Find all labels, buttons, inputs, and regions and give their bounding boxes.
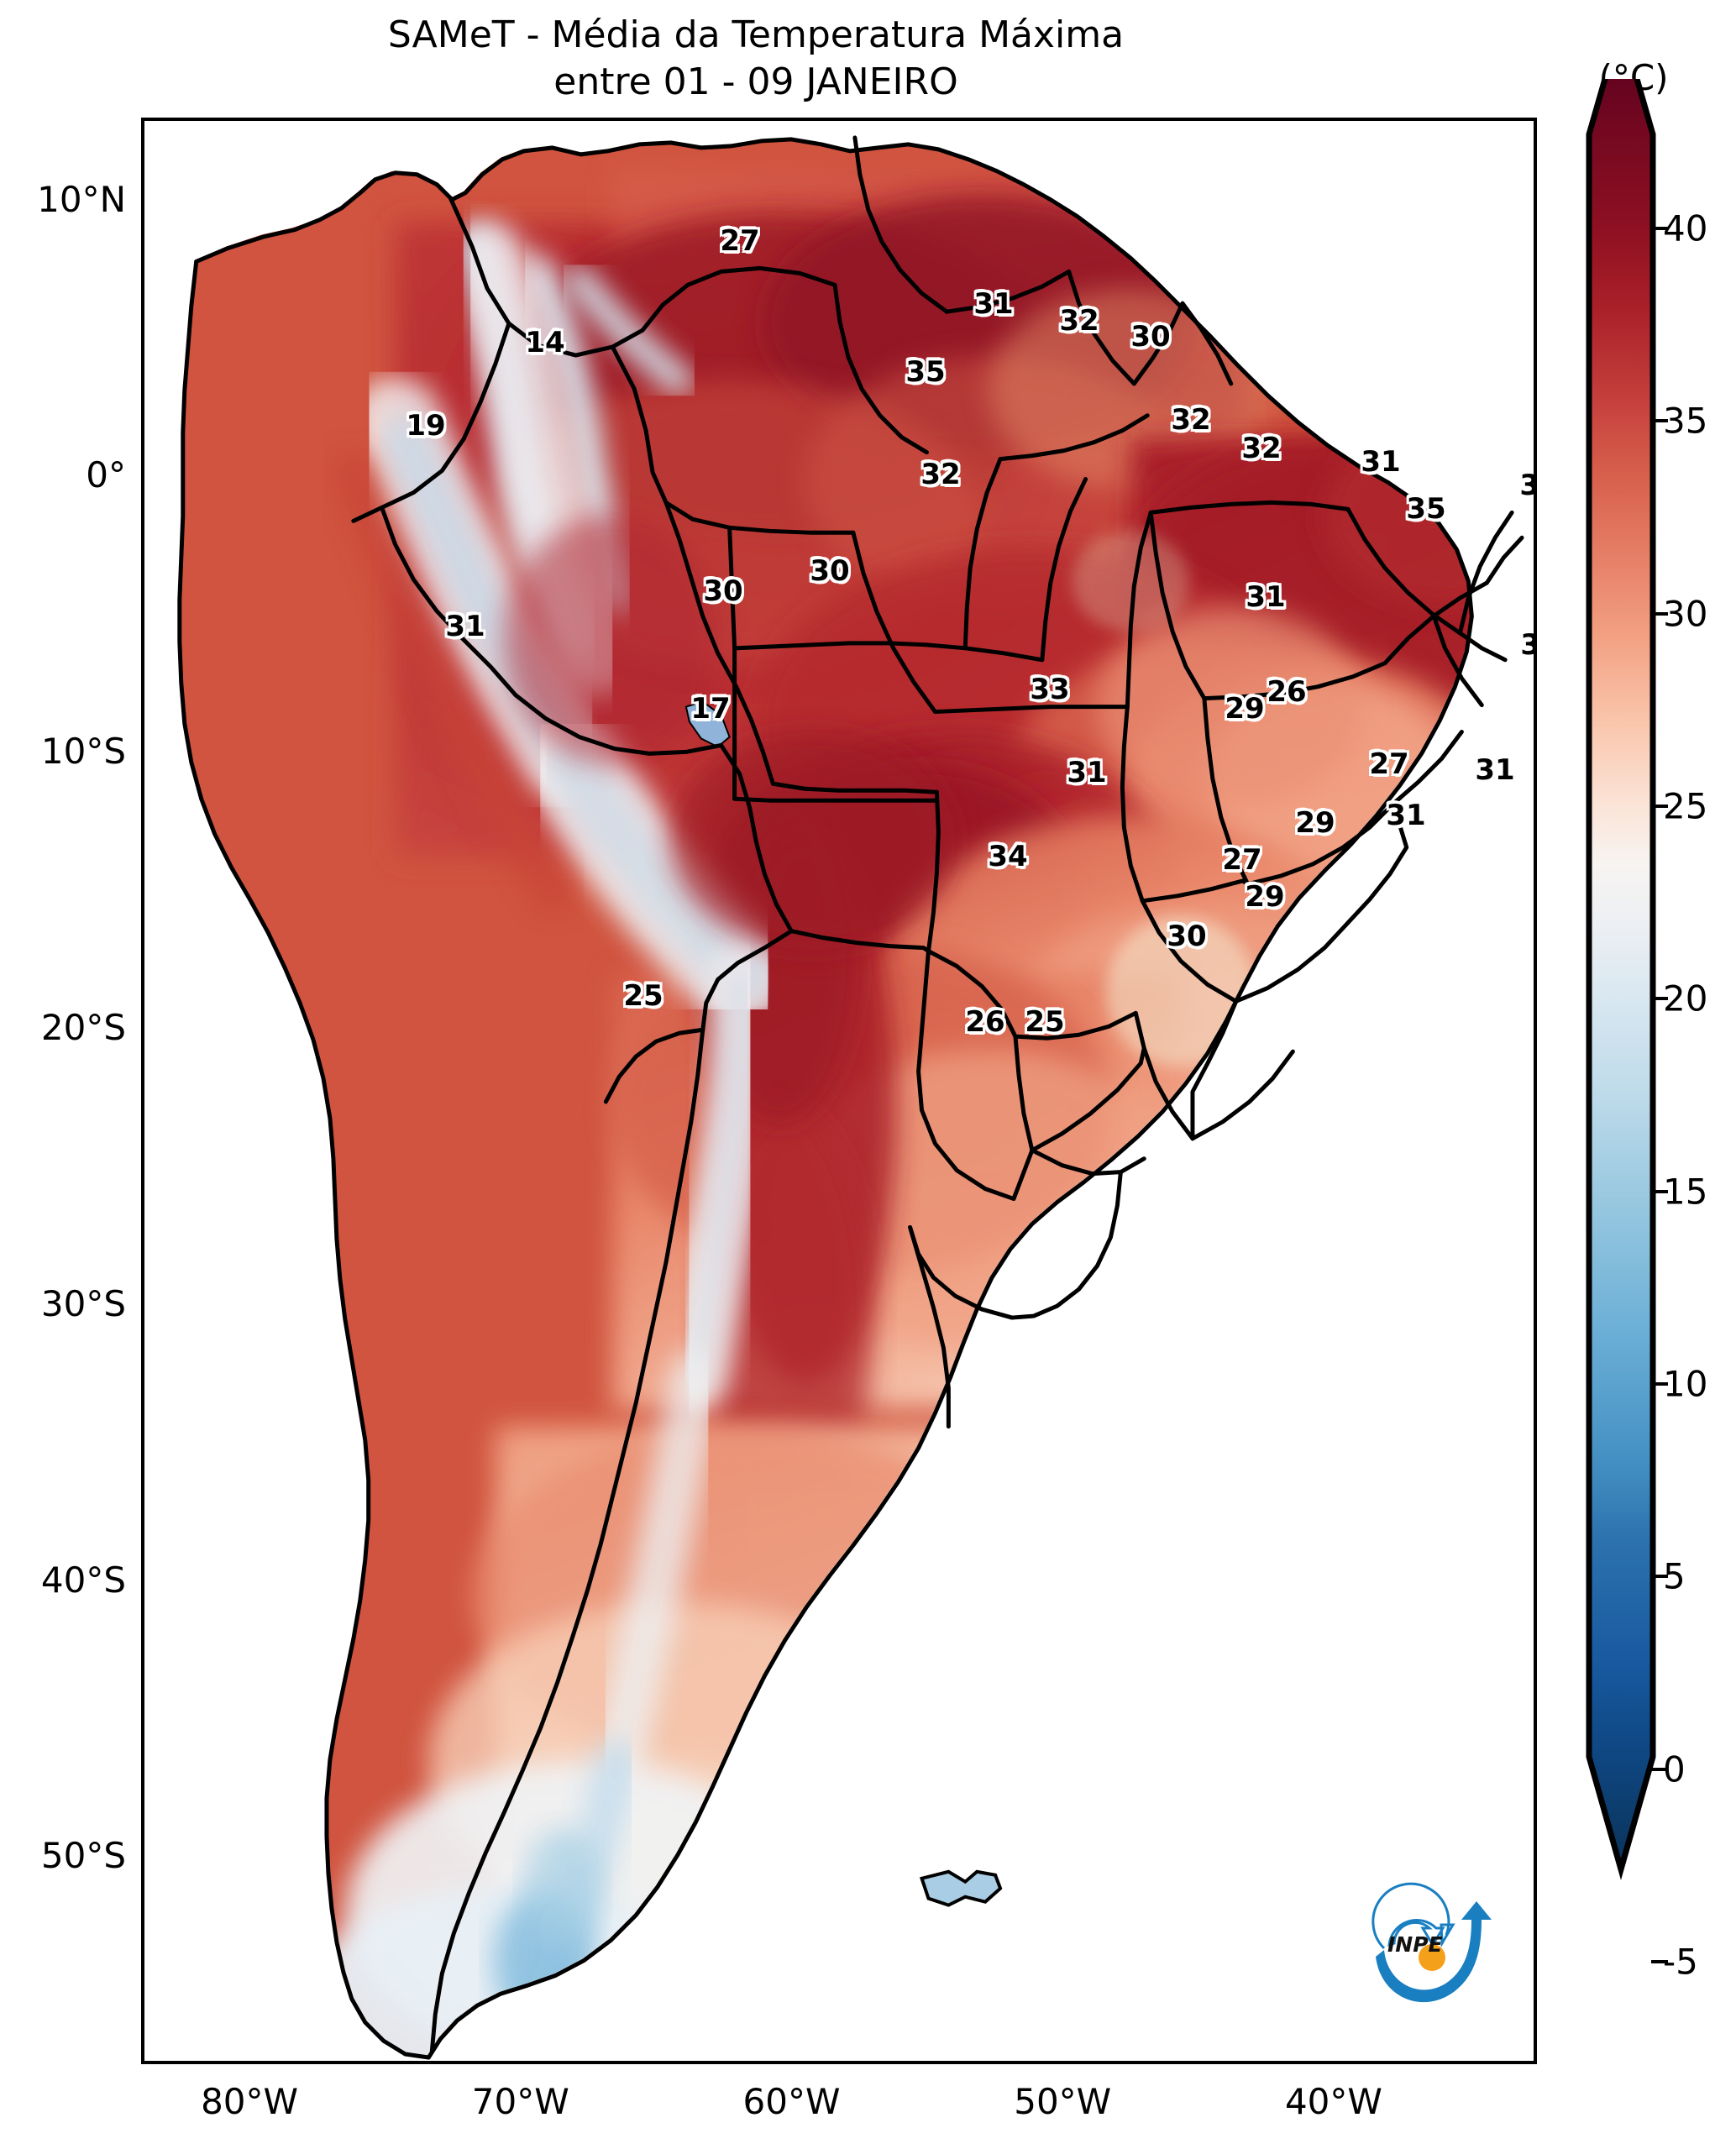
colorbar-tick-mark	[1651, 1575, 1668, 1579]
temperature-value-label: 31	[973, 287, 1014, 321]
temperature-value-label: 31	[1246, 580, 1286, 614]
temperature-value-label: 19	[406, 409, 446, 443]
temperature-value-label: 30	[810, 554, 850, 588]
latitude-tick-label: 20°S	[40, 1007, 126, 1049]
temperature-value-label: 14	[525, 326, 565, 359]
temperature-value-label: 31	[445, 610, 485, 643]
falkland-islands	[919, 1869, 1003, 1907]
temperature-value-label: 27	[720, 224, 760, 258]
temperature-value-label: 25	[623, 979, 663, 1013]
colorbar-tick-mark	[1651, 805, 1668, 808]
latitude-tick-label: 40°S	[40, 1559, 126, 1601]
colorbar-tick-label: 40	[1663, 207, 1708, 249]
colorbar-tick-label: 35	[1663, 400, 1708, 442]
latitude-tick-label: 30°S	[40, 1282, 126, 1324]
colorbar-tick-mark	[1651, 1382, 1668, 1386]
temperature-value-label: 32	[1520, 628, 1534, 662]
latitude-tick-label: 50°S	[40, 1835, 126, 1877]
inpe-logo: INPE	[1342, 1858, 1502, 2017]
lake-titicaca	[684, 700, 731, 748]
temperature-value-label: 33	[1030, 673, 1070, 706]
longitude-tick-label: 60°W	[742, 2081, 841, 2122]
temperature-value-label: 26	[1267, 675, 1307, 709]
temperature-value-label: 30	[1167, 920, 1207, 953]
temperature-value-label: 31	[1475, 753, 1515, 787]
temperature-value-label: 35	[905, 355, 946, 389]
temperature-value-label: 29	[1295, 806, 1335, 840]
temperature-value-label: 25	[1025, 1005, 1065, 1039]
temperature-value-label: 31	[1386, 799, 1426, 832]
colorbar-tick-label: -5	[1663, 1941, 1698, 1983]
colorbar-tick-label: 25	[1663, 785, 1708, 827]
colorbar-tick-label: 15	[1663, 1171, 1708, 1213]
longitude-tick-label: 70°W	[471, 2081, 569, 2122]
temperature-value-label: 30	[703, 574, 743, 608]
temperature-value-label: 32	[1059, 304, 1099, 338]
temperature-value-label: 29	[1225, 692, 1265, 726]
inpe-wordmark: INPE	[1387, 1932, 1443, 1957]
colorbar-tick-label: 0	[1663, 1748, 1686, 1790]
country-borders	[177, 135, 1524, 2060]
colorbar-tick-label: 10	[1663, 1363, 1708, 1405]
longitude-tick-label: 40°W	[1284, 2081, 1382, 2122]
colorbar-tick-mark	[1651, 227, 1668, 230]
longitude-tick-label: 80°W	[201, 2081, 299, 2122]
temperature-value-label: 32	[1241, 432, 1282, 465]
colorbar-tick-mark	[1651, 419, 1668, 423]
temperature-value-label: 31	[1067, 756, 1107, 789]
temperature-value-label: 27	[1369, 747, 1409, 781]
colorbar-tick-mark	[1651, 611, 1668, 616]
temperature-value-label: 32	[920, 458, 961, 491]
temperature-value-label: 32	[1171, 403, 1211, 437]
temperature-value-label: 34	[1519, 469, 1534, 502]
colorbar-gradient	[1586, 79, 1656, 1880]
colorbar-tick-mark	[1651, 1189, 1668, 1193]
colorbar-tick-mark	[1651, 1767, 1668, 1771]
colorbar-tick-label: 5	[1663, 1555, 1686, 1597]
latitude-tick-label: 10°S	[40, 731, 126, 773]
latitude-tick-label: 0°	[86, 454, 126, 496]
temperature-map	[177, 135, 1524, 2060]
page-title: SAMeT - Média da Temperatura Máxima entr…	[387, 13, 1125, 104]
temperature-value-label: 17	[690, 692, 731, 726]
colorbar[interactable]: (°C)	[1569, 57, 1736, 2057]
temperature-value-label: 30	[1130, 320, 1171, 354]
temperature-value-label: 27	[1222, 843, 1262, 877]
latitude-tick-label: 10°N	[37, 178, 126, 220]
map-plot-area[interactable]: 27 14 31 32 30 35 19 32 32 31 32 34 35 30 31 33 30 32 31 30…	[141, 118, 1537, 2064]
colorbar-tick-mark	[1651, 997, 1668, 1001]
temperature-value-label: 34	[988, 840, 1028, 873]
colorbar-tick-label: 20	[1663, 978, 1708, 1019]
temperature-value-label: 26	[965, 1005, 1005, 1039]
temperature-value-label: 31	[1361, 445, 1401, 479]
temperature-raster	[177, 137, 1471, 2057]
longitude-tick-label: 50°W	[1014, 2081, 1112, 2122]
temperature-value-label: 29	[1245, 880, 1285, 914]
colorbar-tick-label: 30	[1663, 593, 1708, 635]
colorbar-tick-mark	[1651, 1960, 1668, 1963]
temperature-value-label: 35	[1406, 492, 1446, 526]
